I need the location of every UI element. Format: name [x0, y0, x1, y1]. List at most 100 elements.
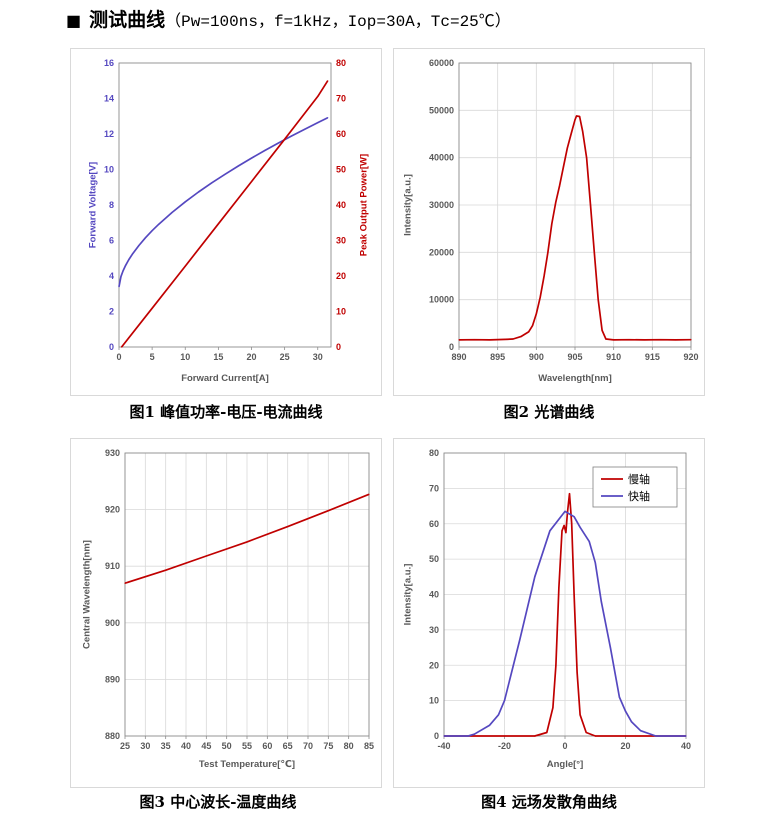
figure-4-caption: 图4 远场发散角曲线 [481, 793, 617, 811]
chart-1-svg: 0 5 10 15 20 25 30 0 2 4 6 8 10 12 14 16 0 10 20 30 40 50 60 70… [88, 58, 370, 384]
chart-4-x-tick-label: -40 [437, 741, 450, 751]
chart-1-series-2 [120, 80, 329, 348]
chart-1-series-1-point [327, 117, 329, 119]
chart-4-x-tick-label: 0 [562, 741, 567, 751]
chart-3-gridlines [124, 452, 370, 737]
chart-1-y-tick-label: 8 [109, 200, 114, 210]
chart-2-x-tick-label: 900 [529, 352, 544, 362]
chart-4-legend-label: 慢轴 [628, 472, 650, 486]
chart-4-series-1-point [561, 530, 563, 532]
chart-4-series-2-line [444, 510, 686, 737]
chart-2-series-1-point [539, 296, 541, 298]
chart-2-series-1-point [528, 331, 530, 333]
chart-1-y2-tick-label: 20 [336, 271, 346, 281]
chart-4-series-1-point [546, 731, 548, 734]
chart-4-series-2-point [685, 735, 687, 737]
chart-1-series-2-point [121, 346, 123, 348]
chart-4-series-1-point [585, 731, 587, 734]
chart-1-series-1 [118, 116, 329, 288]
chart-2-series-1-point [458, 339, 460, 341]
chart-2-panel: 890 895 900 905 910 915 920 0 10000 20000 30000 400… [393, 48, 705, 396]
chart-3-y-tick-label: 930 [105, 448, 120, 458]
chart-3-x-tick-label: 30 [140, 741, 150, 751]
chart-4-series-2-point [631, 721, 633, 723]
chart-4-x-tick-label: -20 [498, 741, 511, 751]
chart-3-series-1-point [165, 569, 167, 571]
chart-1-series-2-line [120, 80, 329, 348]
chart-4-series-2-point [588, 540, 590, 542]
chart-2-svg: 890 895 900 905 910 915 920 0 10000 20000 30000 400… [403, 58, 699, 384]
chart-3-x-tick-label: 70 [303, 741, 313, 751]
chart-2-y-axis-label: Intensity[a.u.] [403, 174, 414, 236]
chart-3-panel: 25 30 35 40 45 50 55 60 65 70 75 80 85 880 890 900 910 92… [70, 438, 382, 788]
chart-2-series-1-point [535, 313, 537, 315]
chart-2-series-1-point [644, 339, 646, 341]
chart-3-series-1-point [287, 526, 289, 528]
chart-4-series-2-point [573, 516, 575, 518]
chart-4-series-2-point [624, 710, 627, 712]
chart-1-plot-frame [118, 62, 332, 348]
chart-1-y-tick-label: 2 [109, 307, 114, 317]
chart-1-series-1-point [290, 135, 292, 137]
chart-2-series-1-line [458, 115, 692, 341]
chart-1-series-1-point [250, 157, 253, 159]
chart-4-y-tick-label: 40 [429, 590, 439, 600]
chart-2-series-1-point [674, 339, 677, 341]
chart-3-series-1-point [368, 493, 370, 495]
chart-4-y-tick-label: 50 [429, 554, 439, 564]
chart-3-y-tick-label: 920 [105, 505, 120, 515]
chart-4-series-1-point [558, 586, 560, 588]
chart-4-series-2-point [497, 714, 500, 716]
chart-4-legend-box [592, 466, 678, 508]
chart-4-y-tick-label: 80 [429, 448, 439, 458]
chart-4-svg: -40 -20 0 20 40 0 10 20 30 40 50 60 70 80 Angle[°] Inte… [403, 448, 691, 770]
chart-1-x-tick-label: 25 [280, 352, 290, 362]
chart-1-series-1-point [125, 264, 127, 266]
chart-2-x-tick-label: 890 [451, 352, 466, 362]
chart-2-series-1-point [558, 185, 561, 187]
chart-2-series-1-point [628, 339, 630, 341]
chart-4-x-tick-label: 20 [620, 741, 630, 751]
page-header: ■ 测试曲线 （Pw=100ns，f=1kHz，Iop=30A，Tc=25℃） [66, 5, 511, 31]
chart-1-y2-tick-label: 40 [336, 200, 346, 210]
chart-4-series-2-point [579, 526, 581, 528]
chart-3-x-tick-label: 35 [161, 741, 171, 751]
chart-2-series-1-point [574, 119, 576, 121]
chart-2-y-tick-label: 0 [449, 342, 454, 352]
chart-4-series-2-point [594, 562, 596, 564]
chart-1-series-1-point [237, 165, 239, 167]
chart-1-series-2-point [327, 80, 329, 82]
chart-2-series-1-point [601, 329, 603, 331]
chart-3-x-tick-label: 45 [201, 741, 211, 751]
chart-4-series-1-point [594, 735, 596, 737]
chart-4-series-2-point [600, 601, 602, 603]
chart-1-y2-tick-label: 0 [336, 342, 341, 352]
chart-1-series-1-point [317, 122, 319, 124]
chart-1-series-1-point [224, 173, 226, 175]
chart-1-series-2-point [317, 95, 319, 97]
chart-1-series-1-point [151, 230, 153, 232]
chart-2-series-1-point [597, 299, 599, 301]
chart-1-x-tick-label: 5 [150, 352, 155, 362]
chart-4-y-tick-label: 30 [429, 625, 439, 635]
chart-4-series-1-point [555, 664, 557, 666]
chart-2-series-1-point [582, 131, 584, 133]
chart-1-series-1-point [131, 253, 133, 255]
chart-4-series-2-point [549, 530, 551, 532]
chart-2-y-tick-label: 60000 [429, 58, 454, 68]
chart-3-x-tick-label: 75 [323, 741, 333, 751]
chart-1-series-1-point [128, 258, 130, 261]
chart-1-series-1-point [158, 223, 160, 225]
chart-2-x-tick-label: 910 [606, 352, 621, 362]
chart-4-series-2-point [640, 730, 642, 732]
chart-1-series-1-point [122, 270, 124, 272]
chart-1-series-1-point [138, 244, 140, 247]
chart-2-series-1-point [579, 115, 581, 118]
chart-1-series-1-point [118, 286, 120, 288]
chart-1-y-tick-label: 6 [109, 236, 114, 246]
figure-3-caption: 图3 中心波长-温度曲线 [139, 793, 297, 811]
chart-1-series-1-point [144, 237, 147, 239]
chart-2-series-1-point [543, 275, 545, 277]
chart-2-series-1-point [473, 339, 476, 341]
chart-3-series-1-point [246, 541, 248, 543]
